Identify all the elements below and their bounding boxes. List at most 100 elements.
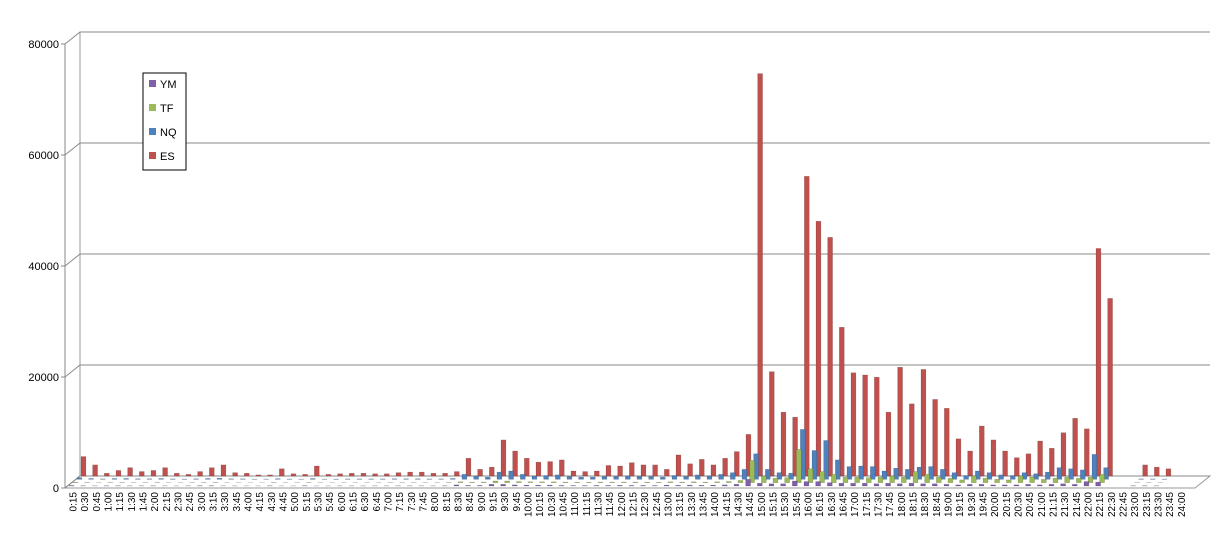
bar [706, 475, 713, 480]
bar [1045, 471, 1051, 480]
x-tick-label: 14:45 [745, 492, 756, 517]
legend-label: YM [160, 79, 177, 91]
bar [216, 477, 223, 480]
x-tick-label: 15:30 [780, 492, 791, 517]
bar [523, 484, 530, 487]
bar [873, 483, 880, 487]
x-tick-label: 3:15 [209, 492, 220, 512]
x-tick-label: 17:30 [874, 492, 885, 517]
bar [372, 473, 378, 477]
bar [1006, 479, 1012, 483]
bar [419, 471, 425, 477]
bar [485, 476, 491, 480]
y-tick-label: 80000 [28, 39, 59, 51]
bar [827, 237, 833, 477]
bar [679, 481, 685, 483]
x-tick-label: 15:00 [757, 492, 768, 517]
bar [924, 474, 930, 483]
x-tick-label: 12:45 [652, 492, 663, 517]
legend: YM TF NQ ES [142, 72, 187, 171]
y-tick-label: 20000 [28, 372, 59, 384]
bar [749, 460, 755, 483]
x-tick-label: 0:30 [80, 492, 91, 512]
x-tick-label: 6:15 [349, 492, 360, 512]
x-tick-label: 19:45 [979, 492, 990, 517]
bar [500, 439, 507, 477]
bar [605, 465, 612, 477]
bar [702, 481, 709, 483]
x-tick-label: 2:15 [162, 492, 173, 512]
x-tick-label: 5:00 [290, 492, 301, 512]
x-tick-label: 10:15 [535, 492, 546, 517]
bar [971, 475, 977, 483]
x-tick-label: 21:00 [1037, 492, 1048, 517]
legend-label: NQ [160, 127, 177, 139]
bar [1014, 457, 1020, 477]
bar [854, 476, 860, 483]
bar [745, 479, 751, 487]
bar [205, 478, 211, 480]
bar [722, 484, 728, 487]
x-tick-label: 5:45 [325, 492, 336, 512]
bar [675, 454, 682, 477]
bar [862, 374, 868, 477]
bar [792, 480, 798, 487]
bar [492, 480, 499, 483]
bar [488, 484, 495, 487]
bar [811, 450, 818, 480]
bar [908, 482, 915, 487]
bar [594, 470, 600, 477]
bar [508, 470, 514, 480]
bar [1084, 428, 1090, 477]
bar [757, 73, 763, 477]
bar [897, 483, 903, 487]
bar [846, 466, 853, 480]
bar [990, 484, 996, 487]
x-tick-label: 9:15 [489, 492, 500, 512]
x-tick-label: 20:30 [1014, 492, 1025, 517]
y-tick-label: 60000 [28, 150, 59, 162]
x-tick-label: 10:00 [524, 492, 535, 517]
bar [349, 472, 355, 477]
bar [512, 484, 518, 487]
bar [302, 474, 308, 477]
x-tick-label: 13:30 [687, 492, 698, 517]
legend-swatch [149, 104, 156, 111]
bar [881, 470, 888, 480]
bar [687, 463, 693, 477]
x-tick-label: 7:45 [419, 492, 430, 512]
bar [450, 478, 456, 480]
bar [1017, 475, 1024, 483]
bar [535, 484, 541, 487]
bar [695, 474, 701, 480]
bar [761, 475, 767, 483]
x-tick-label: 20:45 [1025, 492, 1036, 517]
bar [718, 474, 724, 480]
bar [489, 466, 495, 477]
x-tick-label: 15:45 [792, 492, 803, 517]
bar [769, 371, 775, 477]
x-tick-label: 4:45 [279, 492, 290, 512]
bar [936, 476, 942, 483]
bar [660, 476, 666, 480]
bar [932, 483, 938, 487]
bar [442, 472, 448, 477]
x-tick-label: 13:00 [664, 492, 675, 517]
x-tick-label: 19:30 [967, 492, 978, 517]
bar [664, 469, 670, 477]
bar [959, 479, 965, 483]
bar [1064, 476, 1070, 483]
x-tick-label: 4:15 [255, 492, 266, 512]
x-tick-label: 4:30 [267, 492, 278, 512]
bar [850, 482, 856, 487]
bar [870, 466, 876, 480]
bar [391, 478, 398, 480]
x-tick-label: 6:00 [337, 492, 348, 512]
bar [209, 467, 215, 477]
bar [1080, 469, 1086, 480]
x-tick-label: 5:30 [314, 492, 325, 512]
x-tick-label: 8:15 [442, 492, 453, 512]
legend-label: ES [160, 151, 175, 163]
bar [111, 478, 118, 480]
